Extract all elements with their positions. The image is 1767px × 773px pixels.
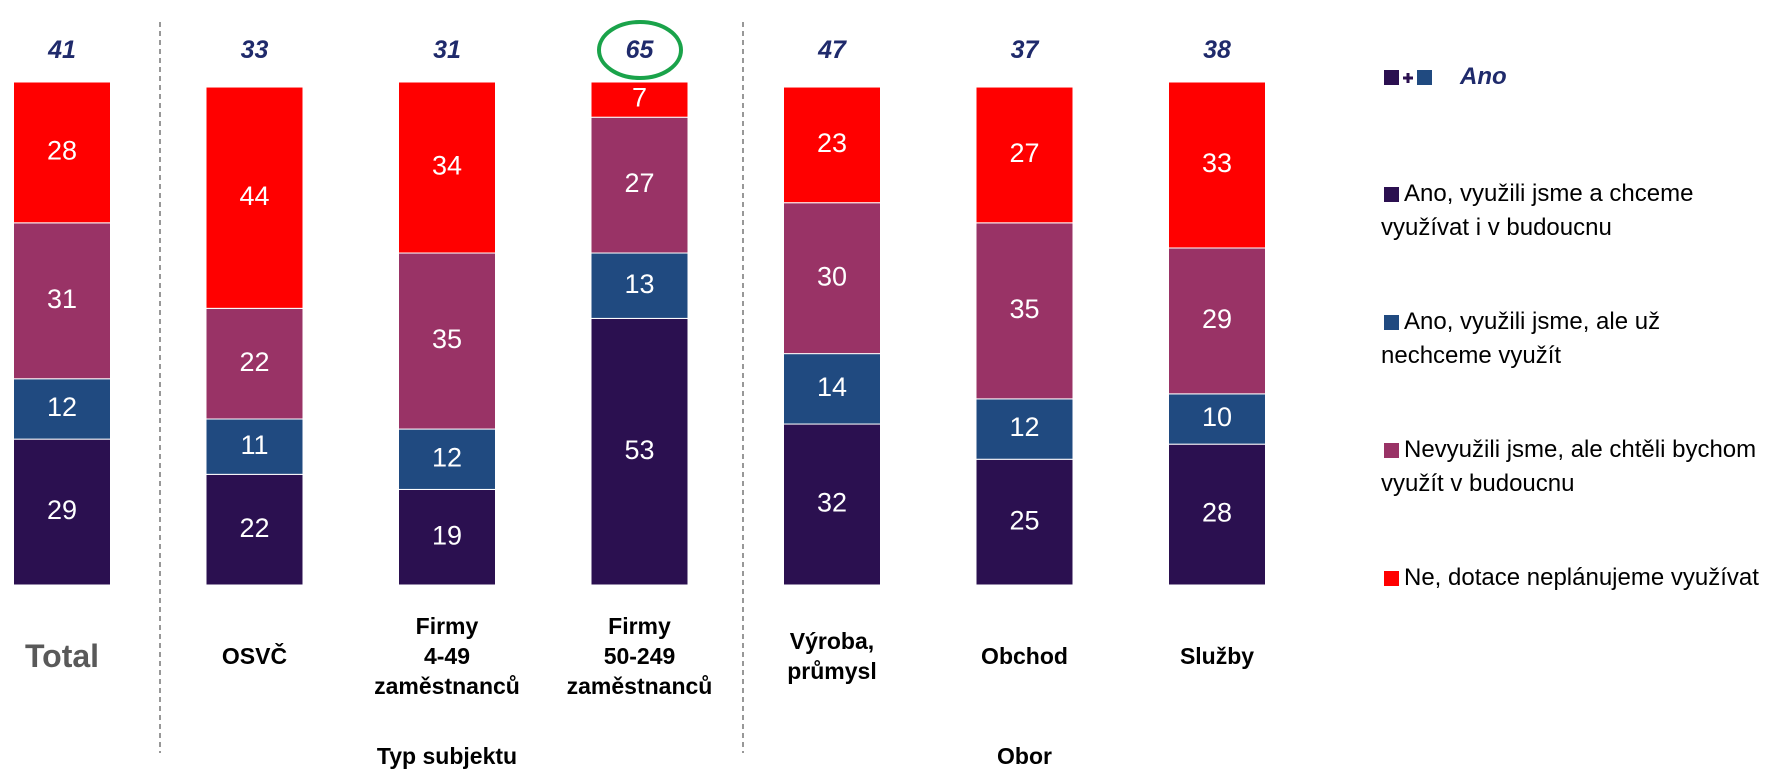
- category-label: Total: [24, 638, 100, 674]
- total-label: 31: [433, 36, 461, 64]
- value-label: 27: [1009, 138, 1039, 168]
- legend-marker: [1384, 571, 1399, 586]
- value-label: 27: [624, 168, 654, 198]
- legend-label: Nevyužili jsme, ale chtěli bychom využít…: [1381, 436, 1757, 497]
- value-label: 35: [432, 324, 462, 354]
- value-label: 7: [632, 83, 647, 113]
- bar-segment: [205, 86, 304, 309]
- value-label: 29: [47, 495, 77, 525]
- legend-label: Ne, dotace neplánujeme využívat: [1404, 564, 1759, 591]
- value-label: 30: [817, 261, 847, 291]
- bar-segment: [783, 423, 881, 586]
- total-label: 38: [1203, 36, 1231, 64]
- category-label: Výroba, průmysl: [787, 628, 877, 684]
- value-label: 35: [1009, 294, 1039, 324]
- bar-segment: [13, 438, 111, 586]
- bar-segment: [205, 418, 304, 475]
- value-label: 31: [47, 284, 77, 314]
- total-label: 47: [818, 36, 846, 64]
- group-label: Obor: [997, 743, 1052, 769]
- category-label: OSVČ: [221, 643, 288, 669]
- value-label: 10: [1202, 402, 1232, 432]
- legend-marker: [1417, 70, 1432, 85]
- bar-segment: [398, 488, 496, 586]
- value-label: 13: [624, 269, 654, 299]
- legend-marker: [1384, 443, 1399, 458]
- bar-segment: [398, 81, 496, 254]
- bar-segment: [13, 222, 111, 380]
- value-label: 28: [47, 136, 77, 166]
- total-label: 33: [240, 36, 269, 64]
- bar-segment: [1168, 443, 1266, 586]
- value-label: 12: [47, 392, 77, 422]
- bar-segment: [13, 378, 111, 440]
- bar-segment: [1168, 247, 1266, 395]
- bar-segment: [590, 81, 689, 118]
- bar-segment: [975, 86, 1074, 224]
- bar-segment: [398, 428, 496, 490]
- value-label: 22: [239, 513, 269, 543]
- value-label: 23: [817, 128, 847, 158]
- value-label: 11: [240, 430, 268, 460]
- bar-segment: [1168, 81, 1266, 249]
- total-label: 65: [625, 36, 654, 64]
- legend-marker: [1384, 70, 1399, 85]
- bar-segment: [590, 252, 689, 319]
- category-label: Obchod: [981, 643, 1068, 669]
- group-label: Typ subjektu: [376, 743, 518, 769]
- value-label: 34: [432, 151, 462, 181]
- legend-label: Ano: [1460, 63, 1507, 90]
- bar-segment: [590, 116, 689, 254]
- bar-segment: [590, 317, 689, 586]
- value-label: 12: [432, 442, 462, 472]
- value-label: 12: [1009, 412, 1039, 442]
- bar-segment: [783, 86, 881, 204]
- value-label: 22: [239, 347, 269, 377]
- bar-segment: [783, 202, 881, 355]
- category-label: Služby: [1179, 643, 1255, 669]
- total-label: 37: [1010, 36, 1039, 64]
- bar-segment: [205, 473, 304, 586]
- value-label: 53: [624, 435, 654, 465]
- value-label: 33: [1202, 148, 1232, 178]
- bar-segment: [1168, 393, 1266, 445]
- value-label: 29: [1202, 304, 1232, 334]
- bar-segment: [398, 252, 496, 430]
- legend-marker: [1384, 315, 1399, 330]
- value-label: 28: [1202, 498, 1232, 528]
- value-label: 32: [817, 488, 847, 518]
- category-label: Firmy 4-49 zaměstnanců: [374, 613, 520, 699]
- bar-segment: [975, 458, 1074, 586]
- legend-label: Ano, využili jsme a chceme využívat i v …: [1381, 180, 1694, 241]
- legend-label: Ano, využili jsme, ale už nechceme využí…: [1381, 308, 1661, 369]
- legend-marker: [1384, 187, 1399, 202]
- value-label: 25: [1009, 505, 1039, 535]
- bar-segment: [975, 222, 1074, 400]
- highlight-circle: [597, 20, 683, 80]
- value-label: 14: [817, 372, 847, 402]
- bar-segment: [205, 307, 304, 420]
- total-label: 41: [48, 36, 76, 64]
- category-label: Firmy 50-249 zaměstnanců: [566, 613, 713, 699]
- value-label: 19: [432, 520, 462, 550]
- bar-segment: [13, 81, 111, 224]
- value-label: 44: [239, 181, 269, 211]
